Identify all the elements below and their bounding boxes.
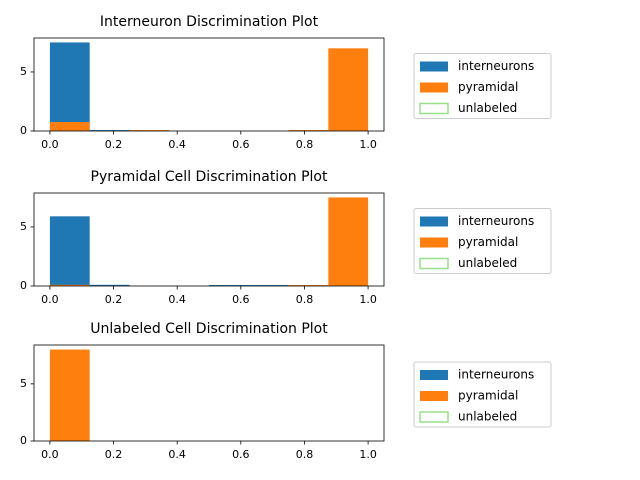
bar (49, 284, 90, 286)
x-tick-label: 0.2 (105, 138, 123, 151)
x-tick-label: 1.0 (359, 138, 377, 151)
x-tick-label: 0.4 (168, 138, 186, 151)
bar (209, 285, 249, 286)
x-tick-label: 0.2 (105, 293, 123, 306)
bar (288, 130, 329, 131)
legend-swatch (420, 391, 448, 401)
legend-swatch (420, 216, 448, 227)
bar (328, 197, 369, 286)
x-tick-label: 0.6 (232, 293, 250, 306)
bar (49, 42, 90, 131)
x-tick-label: 1.0 (359, 448, 377, 461)
y-tick-label: 0 (20, 434, 27, 447)
legend-label: pyramidal (458, 389, 518, 403)
legend-label: unlabeled (458, 410, 517, 424)
legend-label: interneurons (458, 59, 534, 73)
x-tick-label: 0.0 (41, 448, 59, 461)
x-tick-label: 0.0 (41, 293, 59, 306)
subplot-title: Interneuron Discrimination Plot (100, 14, 319, 30)
legend-swatch (420, 61, 448, 72)
legend-label: unlabeled (458, 256, 517, 270)
x-tick-label: 1.0 (359, 293, 377, 306)
bar (49, 216, 90, 286)
x-tick-label: 0.2 (105, 448, 123, 461)
legend-swatch (419, 102, 449, 115)
x-tick-label: 0.0 (41, 138, 59, 151)
legend-label: unlabeled (458, 101, 517, 115)
y-tick-label: 5 (20, 65, 27, 78)
legend-swatch (419, 411, 449, 423)
bar (49, 349, 90, 441)
x-tick-label: 0.8 (296, 138, 314, 151)
x-tick-label: 0.4 (168, 293, 186, 306)
legend-swatch (419, 257, 449, 270)
bar (89, 130, 130, 131)
subplot-title: Pyramidal Cell Discrimination Plot (91, 169, 328, 185)
bar (89, 284, 130, 286)
legend-swatch (420, 82, 448, 93)
legend-label: interneurons (458, 368, 534, 382)
y-tick-label: 5 (20, 377, 27, 390)
axes-frame (33, 344, 385, 442)
x-tick-label: 0.8 (296, 448, 314, 461)
x-tick-label: 0.6 (232, 448, 250, 461)
x-tick-label: 0.6 (232, 138, 250, 151)
x-tick-label: 0.4 (168, 448, 186, 461)
x-tick-label: 0.8 (296, 293, 314, 306)
legend-label: pyramidal (458, 80, 518, 94)
bar (328, 48, 369, 132)
y-tick-label: 0 (20, 279, 27, 292)
axes-frame (33, 37, 385, 132)
bar (248, 285, 289, 286)
bar (129, 130, 170, 131)
bar (288, 285, 329, 286)
legend-swatch (420, 237, 448, 248)
legend-swatch (420, 370, 448, 380)
y-tick-label: 0 (20, 124, 27, 137)
bar (49, 122, 90, 131)
legend-label: interneurons (458, 214, 534, 228)
legend-box (413, 208, 552, 274)
y-tick-label: 5 (20, 220, 27, 233)
legend-box (413, 361, 552, 428)
subplot-title: Unlabeled Cell Discrimination Plot (90, 321, 328, 337)
legend-box (413, 53, 552, 119)
axes-frame (33, 192, 385, 287)
legend-label: pyramidal (458, 235, 518, 249)
